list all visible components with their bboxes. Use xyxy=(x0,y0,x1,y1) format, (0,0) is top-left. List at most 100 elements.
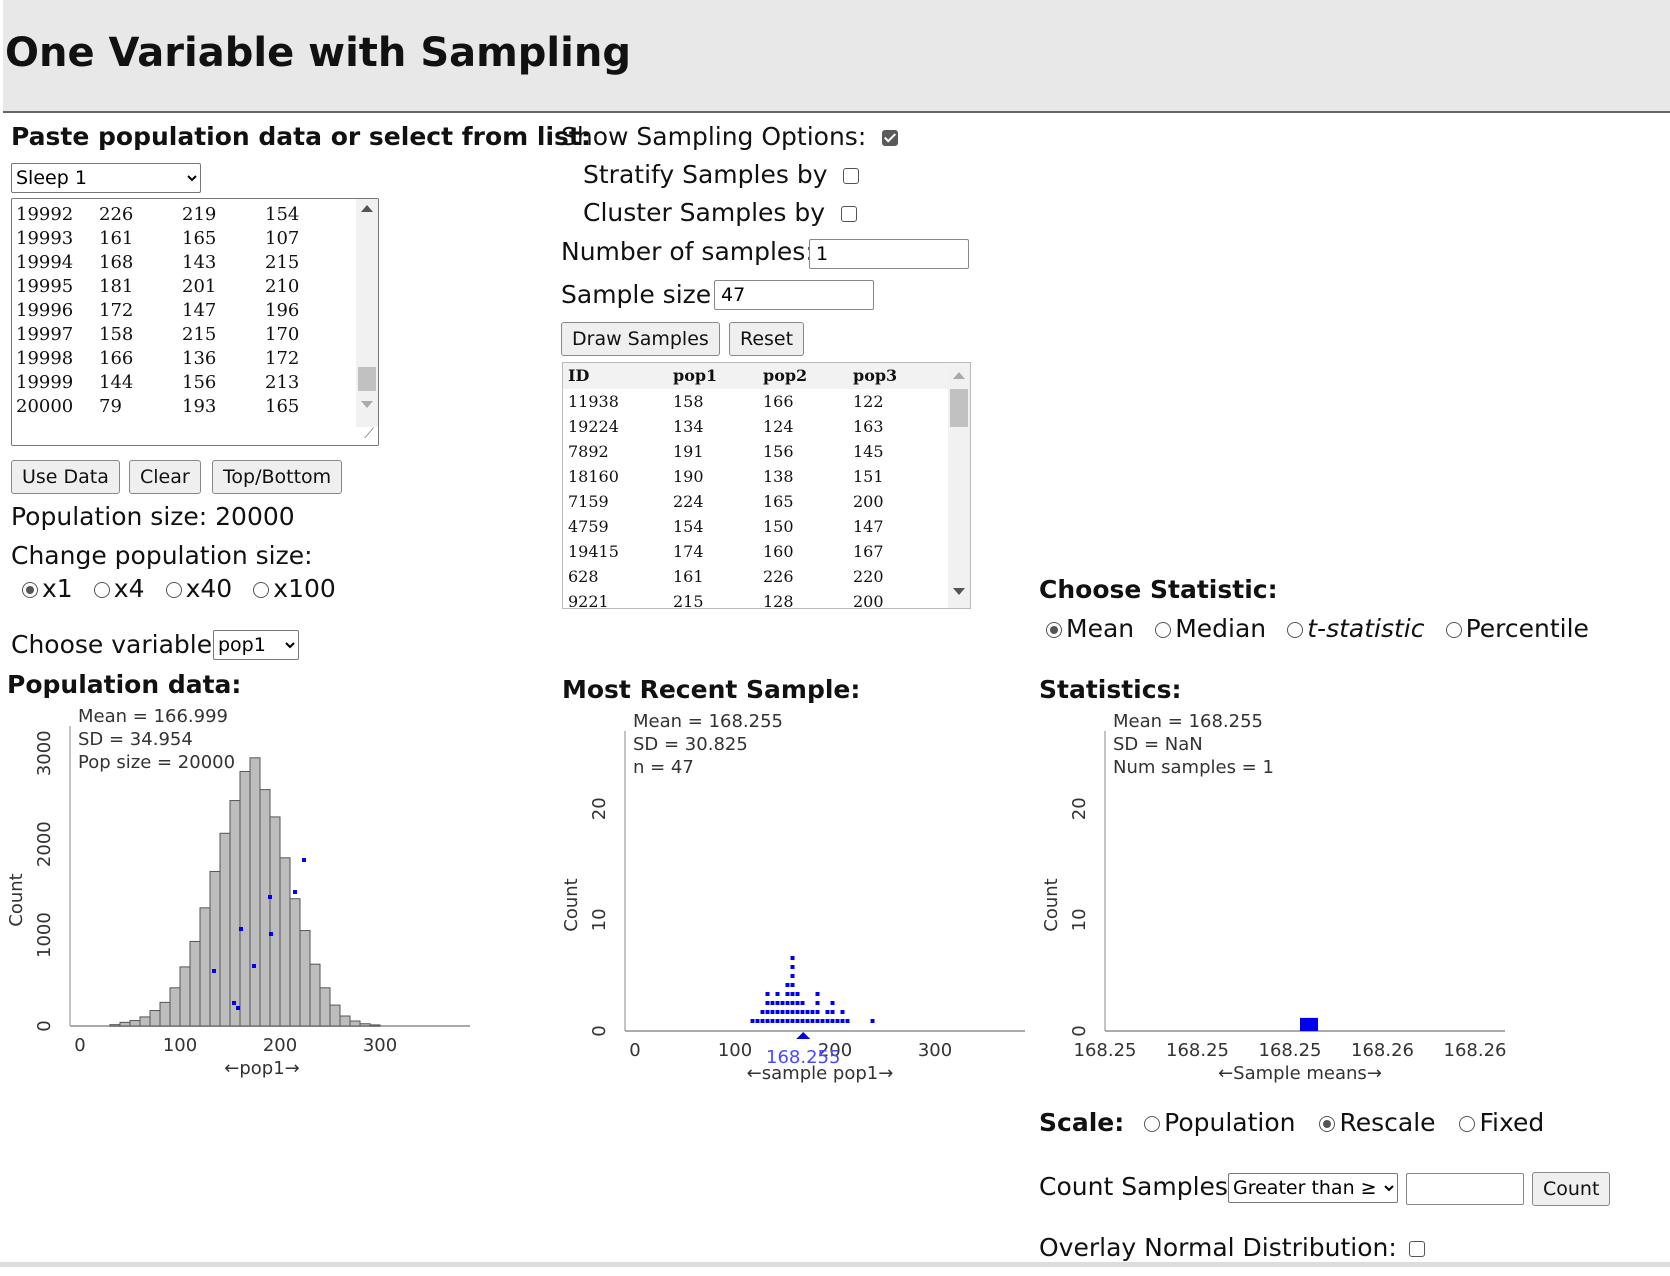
radio-icon[interactable] xyxy=(253,582,270,598)
histogram-bar xyxy=(309,963,321,1027)
show-options-checkbox[interactable] xyxy=(882,130,899,146)
statistic-option-median[interactable]: Median xyxy=(1155,614,1266,643)
size-option-x4[interactable]: x4 xyxy=(93,574,145,603)
radio-icon[interactable] xyxy=(1155,622,1172,638)
sample-dot xyxy=(785,983,790,987)
sample-dot xyxy=(770,1010,775,1014)
radio-icon[interactable] xyxy=(1445,622,1462,638)
count-button[interactable]: Count xyxy=(1532,1172,1611,1206)
data-cell: 19995 xyxy=(16,276,74,297)
dataset-select[interactable]: Sleep 1 xyxy=(11,163,201,193)
use-data-button[interactable]: Use Data xyxy=(11,460,120,494)
sample-dot xyxy=(870,1019,875,1023)
sample-dot xyxy=(790,1019,795,1023)
sample-dot xyxy=(765,992,770,996)
radio-icon[interactable] xyxy=(1319,1116,1336,1132)
scale-option-population[interactable]: Population xyxy=(1144,1108,1296,1137)
data-cell: 219 xyxy=(182,204,217,225)
data-cell: 143 xyxy=(182,252,217,273)
x-axis-label: ←pop1→ xyxy=(224,1058,299,1079)
data-cell: 161 xyxy=(99,228,134,249)
statistic-option-t[interactable]: t-statistic xyxy=(1287,614,1425,643)
histogram-bar xyxy=(289,898,301,1027)
sample-dot xyxy=(790,1010,795,1014)
sample-dot xyxy=(775,992,780,996)
textarea-scrollbar[interactable] xyxy=(356,199,378,427)
table-cell: 226 xyxy=(763,567,794,586)
sample-dotplot: 0 100 200 300 0 10 20 ←sample pop1→ Count Mean = … xyxy=(561,711,1025,1084)
population-data-title: Population data: xyxy=(7,670,242,699)
y-axis-label: Count xyxy=(1041,878,1062,931)
sample-dot xyxy=(805,1019,810,1023)
data-cell: 136 xyxy=(182,348,217,369)
table-scrollbar[interactable] xyxy=(948,363,970,608)
data-cell: 19994 xyxy=(16,252,74,273)
overlay-normal-checkbox[interactable] xyxy=(1408,1241,1425,1257)
statistic-option-mean[interactable]: Mean xyxy=(1046,614,1134,643)
resize-handle-icon[interactable]: ⟋ xyxy=(364,426,374,442)
data-cell: 165 xyxy=(265,396,300,417)
scroll-down-icon[interactable] xyxy=(953,588,965,595)
radio-icon[interactable] xyxy=(1144,1116,1161,1132)
clear-button[interactable]: Clear xyxy=(129,460,201,494)
table-cell: 19415 xyxy=(568,542,619,561)
scroll-up-icon[interactable] xyxy=(361,205,373,212)
table-cell: 151 xyxy=(853,467,884,486)
statistic-option-percentile[interactable]: Percentile xyxy=(1445,614,1589,643)
y-axis-label: Count xyxy=(6,873,27,926)
table-row: 4759 154 150 147 xyxy=(563,514,970,539)
x-tick-label: 200 xyxy=(263,1035,297,1056)
scroll-down-icon[interactable] xyxy=(361,401,373,408)
sample-dot xyxy=(800,1001,805,1005)
top-bottom-button[interactable]: Top/Bottom xyxy=(212,460,343,494)
radio-icon[interactable] xyxy=(1287,622,1304,638)
scale-option-fixed[interactable]: Fixed xyxy=(1459,1108,1544,1137)
sample-dot xyxy=(790,1001,795,1005)
count-comparison-select[interactable]: Greater than ≥ xyxy=(1228,1173,1398,1203)
x-tick-label: 0 xyxy=(629,1040,640,1061)
size-option-x40[interactable]: x40 xyxy=(165,574,232,603)
cluster-checkbox[interactable] xyxy=(841,206,858,222)
most-recent-sample-title: Most Recent Sample: xyxy=(562,675,861,704)
data-cell: 172 xyxy=(99,300,134,321)
num-samples-input[interactable] xyxy=(809,239,969,269)
scroll-thumb[interactable] xyxy=(358,367,376,391)
size-option-x1[interactable]: x1 xyxy=(22,574,73,603)
sample-point-marker xyxy=(268,895,272,899)
data-cell: 147 xyxy=(182,300,217,321)
sample-dot xyxy=(780,1019,785,1023)
scale-option-rescale[interactable]: Rescale xyxy=(1319,1108,1436,1137)
choose-statistic-title: Choose Statistic: xyxy=(1039,575,1278,604)
table-row: 9221 215 128 200 xyxy=(563,589,970,608)
reset-button[interactable]: Reset xyxy=(729,322,805,356)
stratify-checkbox[interactable] xyxy=(843,168,860,184)
scroll-up-icon[interactable] xyxy=(953,372,965,379)
radio-icon[interactable] xyxy=(165,582,182,598)
sample-dot xyxy=(815,1001,820,1005)
data-cell: 19999 xyxy=(16,372,74,393)
data-cell: 215 xyxy=(265,252,300,273)
x-tick-label: 168.26 xyxy=(1351,1040,1414,1061)
sample-size-input[interactable] xyxy=(714,280,874,310)
stats-text: Mean = 168.255 xyxy=(1113,711,1263,732)
data-line: 19996 172 147 196 xyxy=(12,299,378,323)
count-value-input[interactable] xyxy=(1406,1173,1524,1205)
radio-icon[interactable] xyxy=(22,582,38,598)
radio-icon[interactable] xyxy=(1046,622,1062,638)
radio-icon[interactable] xyxy=(93,582,110,598)
horizontal-scrollbar[interactable] xyxy=(0,1262,1670,1267)
variable-select[interactable]: pop1 xyxy=(213,630,299,660)
num-samples-label: Number of samples: xyxy=(561,237,814,266)
radio-icon[interactable] xyxy=(1459,1116,1476,1132)
scroll-thumb[interactable] xyxy=(950,389,968,427)
draw-samples-button[interactable]: Draw Samples xyxy=(561,322,720,356)
population-data-textarea[interactable]: 19992 226 219 154 19993 161 165 107 19994 168 143 2… xyxy=(11,198,379,446)
y-tick-label: 10 xyxy=(1069,908,1090,931)
data-cell: 210 xyxy=(265,276,300,297)
table-cell: 163 xyxy=(853,417,884,436)
size-option-x100[interactable]: x100 xyxy=(253,574,336,603)
x-tick-label: 0 xyxy=(74,1035,85,1056)
y-tick-label: 1000 xyxy=(34,912,55,958)
data-cell: 168 xyxy=(99,252,134,273)
